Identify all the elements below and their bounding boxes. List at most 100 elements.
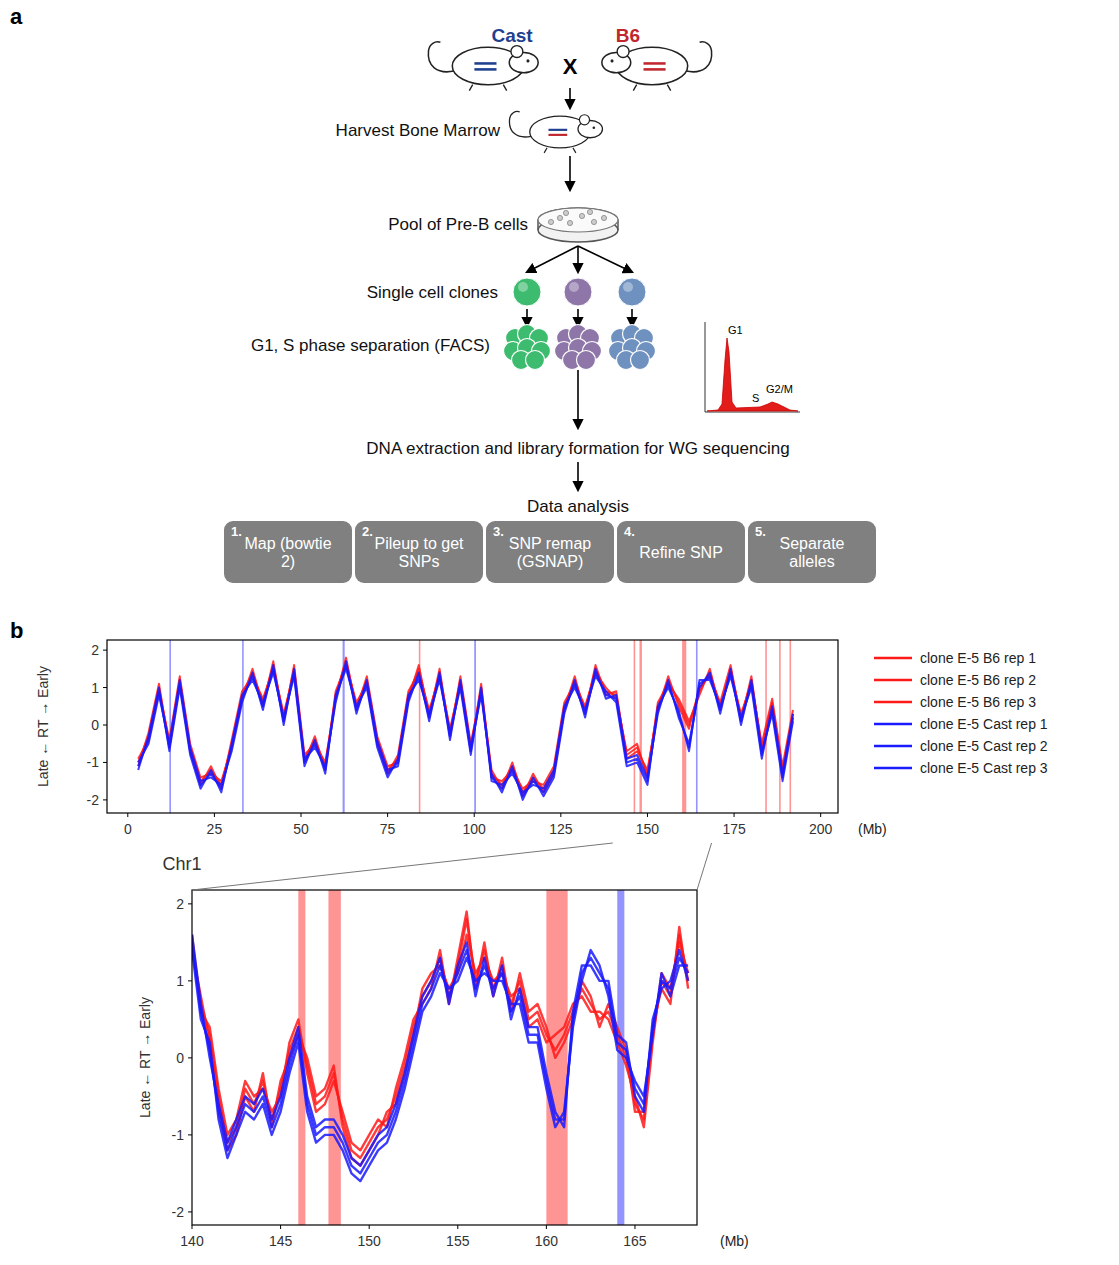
region	[696, 640, 698, 813]
plot-area	[138, 640, 793, 813]
x-tick	[301, 813, 302, 817]
panel-label: b	[10, 618, 23, 643]
cluster-cell	[631, 351, 650, 370]
chromosome	[474, 62, 496, 65]
pipeline-label-line: (GSNAP)	[517, 553, 584, 570]
legend-label: clone E-5 B6 rep 2	[920, 672, 1036, 688]
panel-a: aCastB6XHarvest Bone MarrowPool of Pre-B…	[10, 4, 876, 583]
step-label: Single cell clones	[367, 283, 498, 302]
region	[639, 640, 641, 813]
y-tick-label: 2	[91, 642, 99, 658]
mouse-feet	[544, 148, 576, 153]
pipeline-step: 4.Refine SNP	[617, 521, 745, 583]
arrow	[631, 309, 633, 326]
plot-frame	[107, 640, 838, 813]
line	[705, 322, 706, 412]
strain-label: Cast	[491, 25, 533, 46]
mouse-tail	[428, 42, 454, 72]
facs-label: G2/M	[766, 383, 793, 395]
clone-highlight	[569, 282, 579, 292]
x-tick	[387, 813, 388, 817]
pipeline-step: 3. SNP remap(GSNAP)	[486, 521, 614, 583]
clone-cell	[618, 278, 646, 306]
arrow	[577, 246, 579, 272]
y-tick-label: -2	[172, 1204, 185, 1220]
pipeline-label: SNP remap(GSNAP)	[509, 535, 592, 570]
pipeline-number: 3.	[493, 524, 504, 539]
cell	[579, 213, 584, 218]
pipeline-step: 5.Separatealleles	[748, 521, 876, 583]
mouse-ear	[617, 46, 629, 58]
legend-swatch	[874, 723, 912, 726]
pipeline-box	[617, 521, 745, 583]
plot-background	[192, 890, 697, 1225]
x-tick	[634, 1225, 635, 1229]
x-tick	[369, 1225, 370, 1229]
arrow	[527, 246, 578, 272]
pipeline-label: Map (bowtie2)	[244, 535, 331, 570]
series-line	[138, 661, 793, 800]
step-label: Pool of Pre-B cells	[388, 215, 528, 234]
y-tick	[103, 799, 107, 800]
pipeline-box	[486, 521, 614, 583]
y-tick-label: -2	[87, 792, 100, 808]
legend-label: clone E-5 B6 rep 1	[920, 650, 1036, 666]
y-tick-label: 0	[176, 1050, 184, 1066]
arrow	[578, 246, 632, 272]
mouse-icon	[509, 111, 602, 152]
y-tick	[188, 1134, 192, 1135]
y-tick	[188, 1057, 192, 1058]
x-tick	[214, 813, 215, 817]
mouse-icon	[602, 42, 712, 91]
chromosome	[644, 68, 666, 71]
series-line	[192, 935, 688, 1166]
x-tick-label: 100	[463, 821, 487, 837]
pipeline-label: Pileup to getSNPs	[375, 535, 465, 570]
x-tick-label: 155	[446, 1233, 470, 1249]
mouse-icon	[428, 42, 538, 91]
panel-label: a	[10, 4, 23, 29]
legend-label: clone E-5 B6 rep 3	[920, 694, 1036, 710]
mouse-tail	[509, 111, 531, 136]
x-unit: (Mb)	[720, 1233, 749, 1249]
step-label: DNA extraction and library formation for…	[366, 439, 789, 458]
x-tick	[127, 813, 128, 817]
chart: 0255075100125150175200-2-1012Late ← RT →…	[10, 618, 1048, 874]
mouse-tail	[686, 42, 712, 72]
pipeline-label-line: 2)	[281, 553, 295, 570]
cluster-cell	[526, 351, 545, 370]
pipeline-box	[355, 521, 483, 583]
legend-label: clone E-5 Cast rep 2	[920, 738, 1048, 754]
x-tick-label: 150	[358, 1233, 382, 1249]
x-tick	[546, 1225, 547, 1229]
y-tick	[188, 980, 192, 981]
arrow	[526, 309, 528, 326]
pipeline-label-line: Refine SNP	[639, 544, 723, 561]
x-tick-label: 0	[124, 821, 132, 837]
pipeline-label-line: Map (bowtie	[244, 535, 331, 552]
step-label: Data analysis	[527, 497, 629, 516]
series-line	[192, 942, 688, 1173]
series-line	[192, 950, 688, 1181]
x-tick-label: 50	[293, 821, 309, 837]
facs-histogram: G1SG2/M	[705, 322, 800, 412]
chromosome	[548, 134, 567, 136]
x-tick-label: 175	[722, 821, 746, 837]
x-tick	[280, 1225, 281, 1229]
mouse-eye	[593, 126, 596, 129]
facs-label: G1	[728, 324, 743, 336]
y-tick-label: 1	[176, 973, 184, 989]
arrow	[569, 88, 571, 108]
chart: 140145150155160165-2-1012Late ← RT → Ear…	[137, 890, 749, 1249]
y-axis-title: Late ← RT → Early	[137, 997, 153, 1118]
step-label: Harvest Bone Marrow	[336, 121, 501, 140]
zoom-connector	[192, 843, 613, 890]
y-tick-label: 0	[91, 717, 99, 733]
x-tick-label: 165	[623, 1233, 647, 1249]
pipeline-number: 2.	[362, 524, 373, 539]
cluster-cell	[577, 351, 596, 370]
chromosome	[474, 68, 496, 71]
y-tick	[103, 762, 107, 763]
arrow	[577, 309, 579, 326]
arrow	[577, 462, 579, 490]
